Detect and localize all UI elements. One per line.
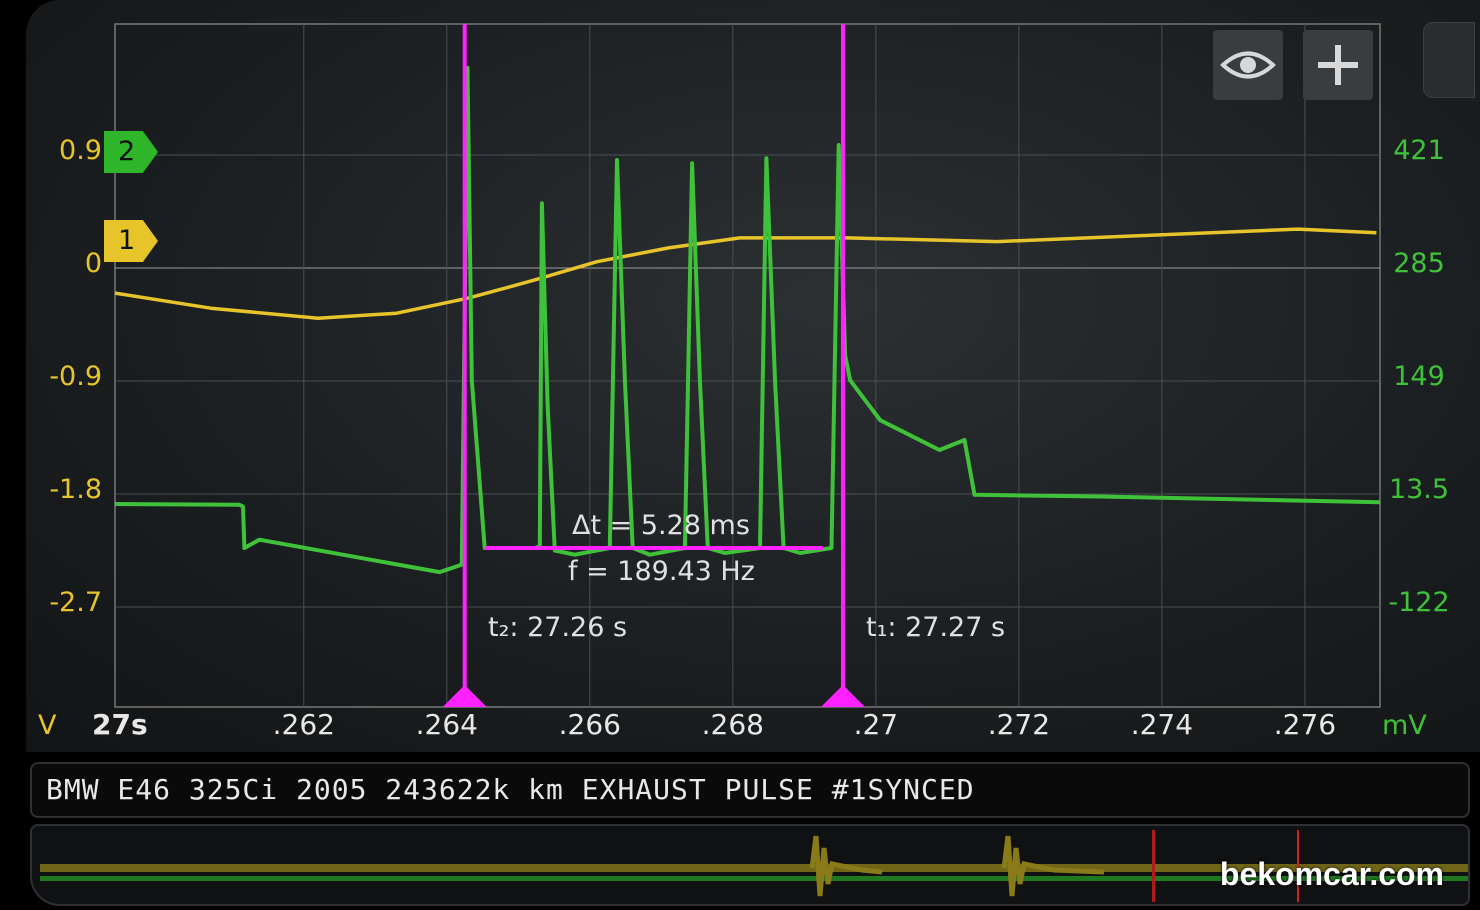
add-button[interactable] [1303, 30, 1373, 100]
plot-border [114, 23, 1381, 708]
visibility-button[interactable] [1213, 30, 1283, 100]
right-y-tick-label: 149 [1393, 361, 1445, 392]
overview-window-start [1152, 830, 1155, 902]
frequency-readout: f = 189.43 Hz [568, 556, 755, 587]
cursor-t2-readout: t₂: 27.26 s [488, 612, 628, 643]
plus-icon [1318, 45, 1358, 85]
x-tick-label: .266 [558, 708, 621, 741]
left-y-tick-label: -0.9 [49, 361, 102, 392]
delta-t-readout: Δt = 5.28 ms [572, 510, 750, 541]
x-tick-label: .274 [1130, 708, 1194, 741]
x-tick-label: .268 [701, 708, 764, 741]
x-tick-label: .262 [272, 708, 335, 741]
oscilloscope-plot[interactable] [0, 0, 1480, 760]
recording-title-text: BMW E46 325Ci 2005 243622k km EXHAUST PU… [46, 773, 975, 806]
x-origin-label: 27s [92, 708, 148, 741]
recording-title: BMW E46 325Ci 2005 243622k km EXHAUST PU… [30, 762, 1470, 818]
left-y-tick-label: -2.7 [49, 587, 102, 618]
x-tick-label: .27 [853, 708, 899, 741]
eye-icon [1220, 51, 1276, 79]
right-y-tick-label: -122 [1388, 587, 1450, 618]
left-unit-label: V [38, 710, 57, 741]
overview-waveform [40, 830, 1468, 902]
cursor-t1-handle[interactable] [820, 685, 865, 707]
cursor-t1-readout: t₁: 27.27 s [866, 612, 1006, 643]
x-tick-label: .272 [987, 708, 1051, 741]
overview-timeline[interactable]: bekomcar.com [30, 824, 1470, 906]
scope-panel [26, 0, 1480, 752]
left-y-tick-label: 0 [84, 248, 102, 279]
left-y-tick-label: -1.8 [49, 474, 102, 505]
watermark: bekomcar.com [1219, 856, 1444, 892]
channel-1-trace [114, 227, 1377, 320]
left-y-tick-label: 0.9 [59, 135, 102, 166]
right-unit-label: mV [1382, 710, 1427, 741]
overview-window-end [1297, 830, 1299, 902]
x-tick-label: .264 [415, 708, 478, 741]
right-y-tick-label: 285 [1393, 248, 1445, 279]
channel-2-trace [114, 65, 1381, 575]
cursor-t2-handle[interactable] [442, 685, 487, 707]
x-tick-label: .276 [1273, 708, 1337, 741]
right-y-tick-label: 13.5 [1388, 474, 1450, 505]
side-panel-handle[interactable] [1423, 22, 1475, 98]
right-y-tick-label: 421 [1393, 135, 1445, 166]
